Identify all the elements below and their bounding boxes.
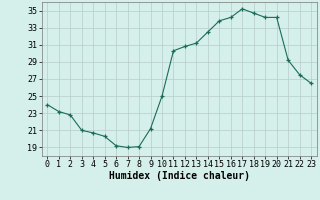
X-axis label: Humidex (Indice chaleur): Humidex (Indice chaleur) (109, 171, 250, 181)
